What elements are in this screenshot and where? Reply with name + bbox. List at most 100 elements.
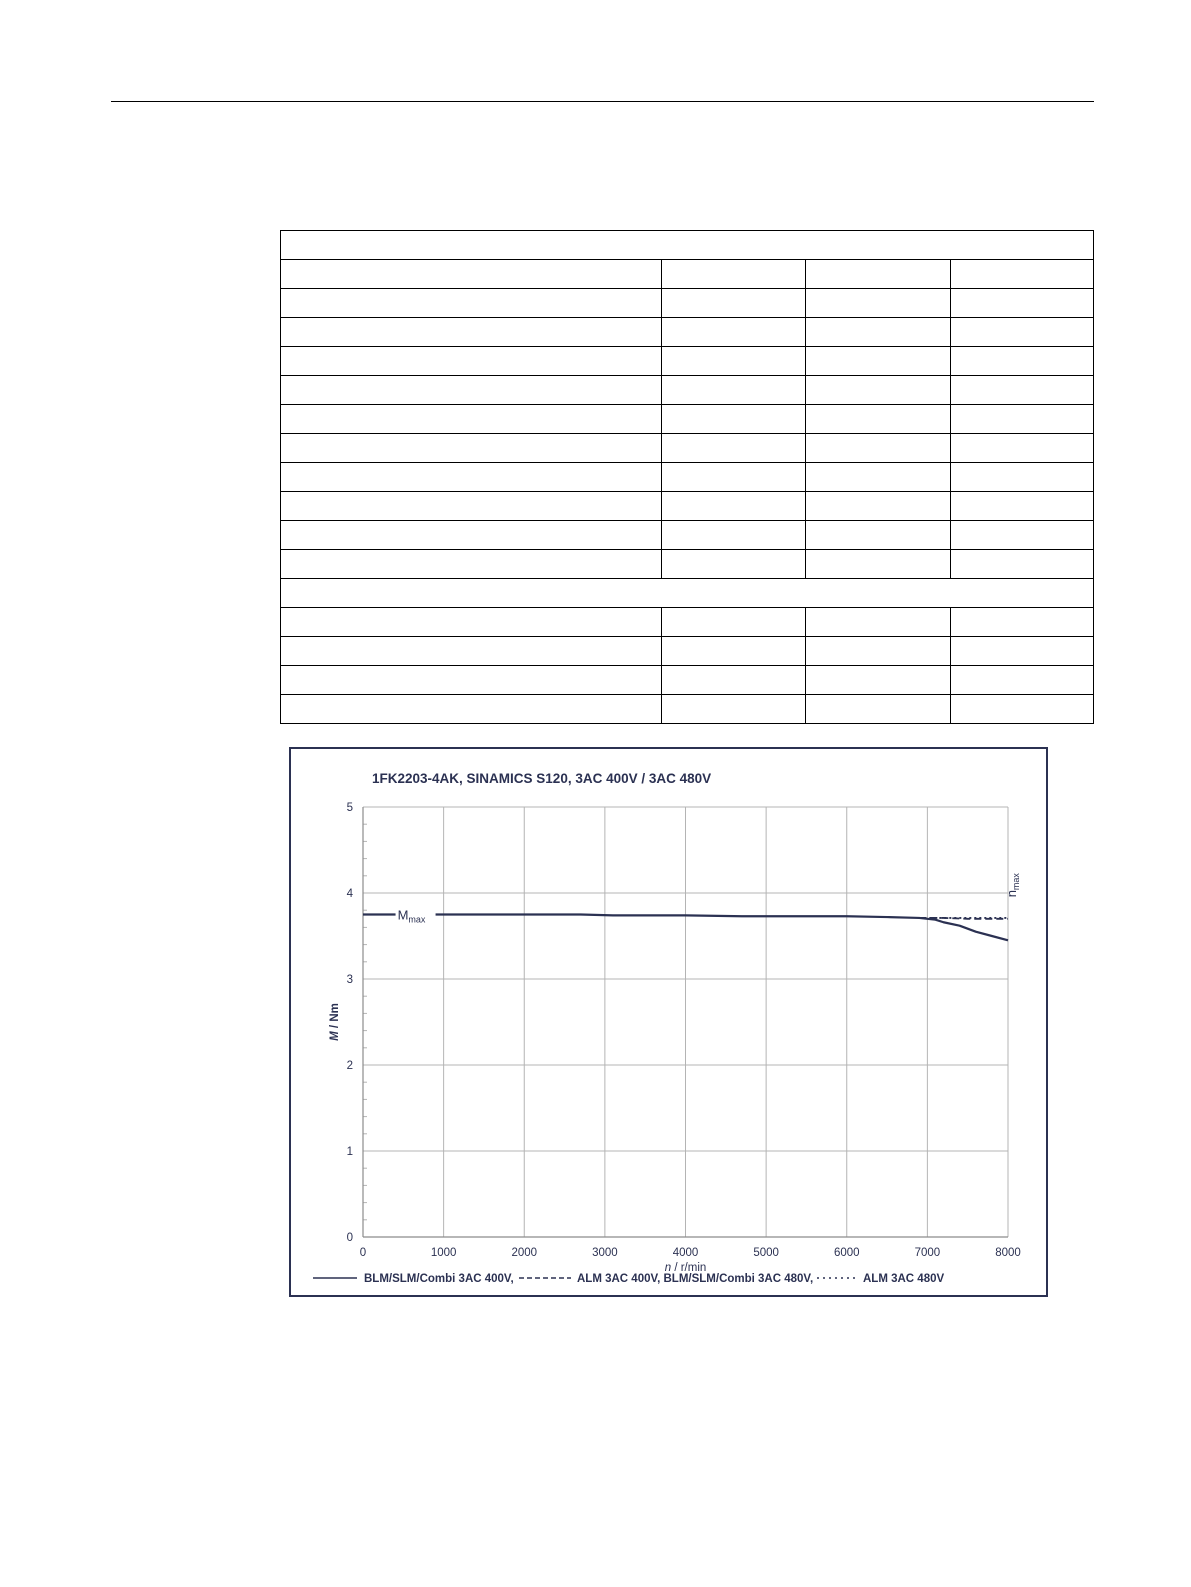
table-row [280, 404, 1094, 434]
table-row [280, 433, 1094, 463]
table-row [280, 375, 1094, 405]
table-row [280, 259, 1094, 289]
table-cell [280, 317, 662, 347]
table-cell [280, 462, 662, 492]
table-cell [280, 636, 662, 666]
table-cell [661, 346, 806, 376]
legend: BLM/SLM/Combi 3AC 400V, ALM 3AC 400V, BLM… [313, 1273, 944, 1285]
table-cell [280, 346, 662, 376]
table-cell [950, 346, 1094, 376]
table-section-row [280, 578, 1094, 608]
table-cell [280, 578, 1094, 608]
table-cell [280, 230, 1094, 260]
torque-speed-chart: 1FK2203-4AK, SINAMICS S120, 3AC 400V / 3… [289, 747, 1048, 1297]
grid-layer [362, 806, 1009, 1238]
table-row [280, 288, 1094, 318]
y-axis-label: M / Nm [329, 1003, 341, 1041]
series-layer [363, 913, 1009, 942]
table-cell [950, 288, 1094, 318]
table-cell [661, 259, 806, 289]
table-row [280, 607, 1094, 637]
table-cell [805, 520, 951, 550]
x-tick-label: 3000 [592, 1247, 618, 1259]
table-row [280, 491, 1094, 521]
table-cell [661, 375, 806, 405]
table-cell [950, 549, 1094, 579]
series-line-solid [363, 913, 1009, 942]
table-row [280, 520, 1094, 550]
table-cell [805, 288, 951, 318]
x-tick-label: 8000 [995, 1247, 1021, 1259]
y-tick-label: 1 [347, 1146, 353, 1158]
series-line-dashed [919, 917, 1008, 920]
mmax-label: Mmax [398, 908, 426, 925]
table-row [280, 665, 1094, 695]
x-tick-label: 4000 [673, 1247, 699, 1259]
table-cell [950, 665, 1094, 695]
table-cell [950, 636, 1094, 666]
table-cell [950, 404, 1094, 434]
table-cell [661, 636, 806, 666]
table-cell [661, 404, 806, 434]
table-cell [805, 462, 951, 492]
table-row [280, 636, 1094, 666]
y-tick-label: 4 [347, 888, 354, 900]
x-axis-label: n / r/min [665, 1262, 707, 1274]
nmax-label-main: n [1004, 890, 1019, 897]
y-tick-label: 2 [347, 1060, 353, 1072]
legend-label: ALM 3AC 480V [863, 1273, 944, 1285]
table-cell [280, 375, 662, 405]
nmax-label: nmax [1004, 873, 1021, 898]
mmax-label-sub: max [408, 915, 426, 925]
table-cell [805, 491, 951, 521]
legend-label: BLM/SLM/Combi 3AC 400V, [364, 1273, 514, 1285]
table-cell [950, 317, 1094, 347]
table-cell [661, 433, 806, 463]
table-cell [950, 375, 1094, 405]
table-cell [280, 433, 662, 463]
y-axis-label-symbol: M [329, 1031, 341, 1041]
table-row [280, 694, 1094, 724]
chart-svg: 1FK2203-4AK, SINAMICS S120, 3AC 400V / 3… [313, 771, 1021, 1285]
table-cell [950, 520, 1094, 550]
nmax-label-sub: max [1011, 873, 1021, 891]
legend-label: ALM 3AC 400V, BLM/SLM/Combi 3AC 480V, [577, 1273, 813, 1285]
mmax-label-background [395, 905, 436, 924]
table-cell [280, 665, 662, 695]
y-tick-label: 0 [347, 1232, 353, 1244]
table-cell [805, 694, 951, 724]
y-tick-label: 3 [347, 974, 353, 986]
table-cell [805, 433, 951, 463]
table-cell [950, 607, 1094, 637]
table-cell [950, 433, 1094, 463]
table-row [280, 346, 1094, 376]
header-rule [111, 101, 1094, 102]
y-tick-label: 5 [347, 802, 353, 814]
table-cell [280, 694, 662, 724]
table-cell [280, 491, 662, 521]
table-cell [805, 259, 951, 289]
table-cell [661, 694, 806, 724]
spec-table [280, 230, 1094, 724]
table-row [280, 462, 1094, 492]
spec-table-body [280, 230, 1094, 724]
table-cell [661, 491, 806, 521]
x-tick-label: 0 [360, 1247, 366, 1259]
table-cell [280, 520, 662, 550]
table-row [280, 549, 1094, 579]
x-tick-label: 5000 [753, 1247, 779, 1259]
x-tick-label: 7000 [915, 1247, 941, 1259]
table-cell [661, 520, 806, 550]
table-section-row [280, 230, 1094, 260]
table-cell [805, 636, 951, 666]
x-tick-label: 2000 [511, 1247, 537, 1259]
table-cell [661, 607, 806, 637]
x-tick-label: 6000 [834, 1247, 860, 1259]
table-cell [661, 549, 806, 579]
table-cell [661, 462, 806, 492]
mmax-label-main: M [398, 908, 409, 923]
table-cell [950, 694, 1094, 724]
table-cell [661, 317, 806, 347]
table-cell [805, 607, 951, 637]
